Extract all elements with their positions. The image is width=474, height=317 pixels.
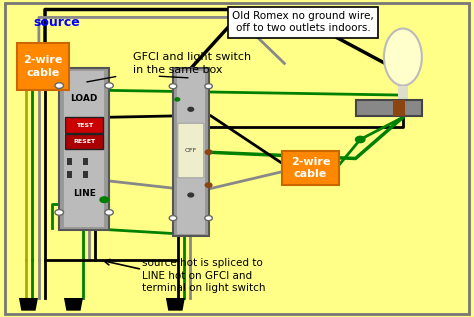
- Circle shape: [188, 107, 194, 111]
- FancyBboxPatch shape: [83, 171, 88, 178]
- Circle shape: [105, 210, 113, 215]
- Circle shape: [55, 83, 64, 88]
- Polygon shape: [64, 298, 83, 311]
- FancyBboxPatch shape: [393, 100, 405, 116]
- Text: GFCI and light switch
in the same box: GFCI and light switch in the same box: [133, 52, 251, 74]
- Text: 2-wire
cable: 2-wire cable: [23, 55, 63, 78]
- FancyBboxPatch shape: [177, 71, 205, 234]
- Text: source hot is spliced to
LINE hot on GFCI and
terminal on light switch: source hot is spliced to LINE hot on GFC…: [142, 258, 266, 293]
- Circle shape: [169, 216, 177, 221]
- FancyBboxPatch shape: [282, 151, 339, 185]
- Polygon shape: [19, 298, 38, 311]
- Circle shape: [205, 84, 212, 89]
- FancyBboxPatch shape: [64, 71, 104, 227]
- Text: 2-wire
cable: 2-wire cable: [291, 157, 330, 179]
- Circle shape: [175, 98, 180, 101]
- Circle shape: [205, 183, 212, 187]
- FancyBboxPatch shape: [178, 123, 204, 178]
- Text: LOAD: LOAD: [71, 94, 98, 103]
- Circle shape: [205, 216, 212, 221]
- Circle shape: [188, 193, 194, 197]
- Circle shape: [55, 210, 64, 215]
- Ellipse shape: [384, 29, 422, 86]
- FancyBboxPatch shape: [67, 158, 72, 165]
- Text: LINE: LINE: [73, 189, 96, 198]
- Circle shape: [169, 84, 177, 89]
- FancyBboxPatch shape: [59, 68, 109, 230]
- FancyBboxPatch shape: [65, 134, 103, 149]
- FancyBboxPatch shape: [65, 117, 103, 133]
- Polygon shape: [166, 298, 185, 311]
- Text: OFF: OFF: [185, 148, 197, 153]
- FancyBboxPatch shape: [356, 100, 422, 116]
- FancyBboxPatch shape: [173, 68, 209, 236]
- Text: source: source: [34, 16, 80, 29]
- FancyBboxPatch shape: [398, 86, 408, 100]
- Text: TEST: TEST: [75, 123, 93, 128]
- FancyBboxPatch shape: [67, 171, 72, 178]
- FancyBboxPatch shape: [17, 43, 69, 90]
- Circle shape: [105, 83, 113, 88]
- Text: Old Romex no ground wire,
off to two outlets indoors.: Old Romex no ground wire, off to two out…: [232, 11, 374, 33]
- Text: RESET: RESET: [73, 139, 95, 144]
- Circle shape: [205, 150, 212, 154]
- Circle shape: [356, 136, 365, 143]
- FancyBboxPatch shape: [83, 158, 88, 165]
- Circle shape: [100, 197, 109, 203]
